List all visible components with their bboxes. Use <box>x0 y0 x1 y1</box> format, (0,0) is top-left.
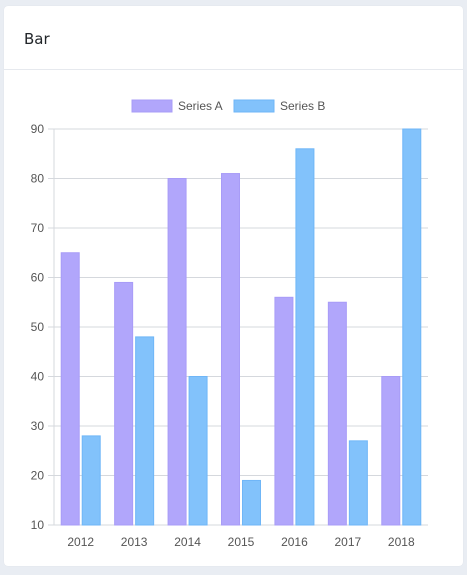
x-tick-label: 2015 <box>228 535 255 549</box>
bar-series-a-2012[interactable] <box>60 252 80 526</box>
y-tick-label: 30 <box>31 419 45 433</box>
chart-card: Bar 10 20 30 40 50 60 70 80 90 2012 2013 2014 2015 20… <box>4 6 463 566</box>
y-tick-label: 50 <box>31 320 45 334</box>
bar-series-b-2015[interactable] <box>242 479 261 526</box>
legend-item-series-a[interactable]: Series A <box>131 99 223 113</box>
card-header: Bar <box>4 6 463 70</box>
bar-series-b-2012[interactable] <box>81 435 101 526</box>
legend-swatch <box>131 99 173 113</box>
legend-label: Series B <box>280 99 325 113</box>
card-title: Bar <box>24 30 50 48</box>
bar-series-a-2018[interactable] <box>381 376 401 526</box>
legend-item-series-b[interactable]: Series B <box>233 99 325 113</box>
y-tick-label: 10 <box>31 518 45 532</box>
y-tick-label: 90 <box>31 122 45 136</box>
bar-series-a-2016[interactable] <box>274 296 294 526</box>
bar-series-b-2014[interactable] <box>188 376 208 526</box>
bar-series-b-2018[interactable] <box>402 128 422 526</box>
y-tick-label: 80 <box>31 172 45 186</box>
x-tick-label: 2018 <box>388 535 415 549</box>
axis-layer: 10 20 30 40 50 60 70 80 90 2012 2013 2014 2015 2016 20… <box>31 122 415 549</box>
bar-series-a-2013[interactable] <box>114 281 134 526</box>
legend-swatch <box>233 99 275 113</box>
y-tick-label: 20 <box>31 469 45 483</box>
chart-area: 10 20 30 40 50 60 70 80 90 2012 2013 2014 2015 2016 20… <box>4 70 463 566</box>
y-tick-label: 40 <box>31 370 45 384</box>
x-tick-label: 2017 <box>335 535 362 549</box>
legend[interactable]: Series A Series B <box>131 99 325 113</box>
bar-series-a-2017[interactable] <box>327 301 347 526</box>
x-tick-label: 2016 <box>281 535 308 549</box>
bar-series-a-2014[interactable] <box>167 178 187 526</box>
x-tick-label: 2014 <box>174 535 201 549</box>
bar-series-b-2017[interactable] <box>348 440 368 526</box>
bar-series-a-2015[interactable] <box>221 173 240 526</box>
x-tick-label: 2013 <box>121 535 148 549</box>
bar-layer <box>60 128 422 526</box>
y-tick-label: 60 <box>31 271 45 285</box>
bar-chart: 10 20 30 40 50 60 70 80 90 2012 2013 2014 2015 2016 20… <box>31 99 428 549</box>
x-tick-label: 2012 <box>67 535 94 549</box>
legend-label: Series A <box>178 99 223 113</box>
y-tick-label: 70 <box>31 221 45 235</box>
bar-series-b-2013[interactable] <box>135 336 155 526</box>
bar-series-b-2016[interactable] <box>295 148 315 526</box>
